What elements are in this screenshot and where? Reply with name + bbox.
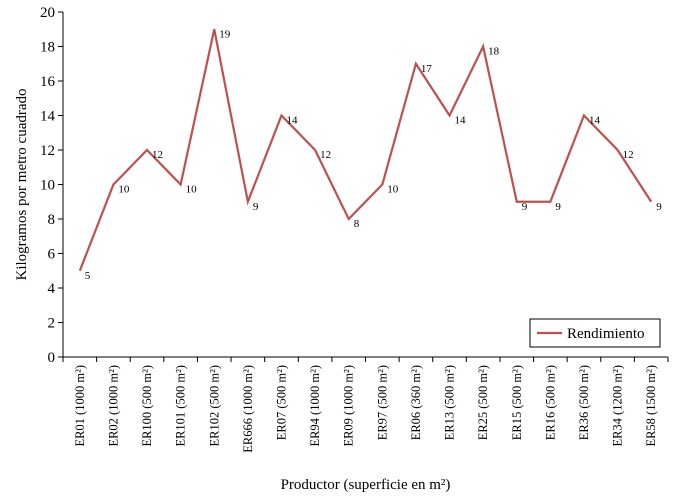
y-tick-label: 2 bbox=[48, 316, 56, 332]
x-tick-label: ER34 (1200 m²) bbox=[611, 365, 625, 447]
x-tick-label: ER06 (360 m²) bbox=[409, 365, 423, 440]
x-tick-label: ER15 (500 m²) bbox=[510, 365, 524, 440]
chart-axes bbox=[62, 12, 668, 358]
series-layer bbox=[78, 29, 653, 272]
x-tick-label: ER07 (500 m²) bbox=[274, 365, 288, 440]
x-tick-label: ER58 (1500 m²) bbox=[644, 365, 658, 447]
data-label: 8 bbox=[354, 218, 360, 230]
data-label: 19 bbox=[219, 28, 231, 40]
x-tick-label: ER97 (500 m²) bbox=[375, 365, 389, 440]
legend-label: Rendimiento bbox=[567, 326, 645, 342]
y-tick-label: 8 bbox=[48, 212, 56, 228]
y-tick-label: 20 bbox=[40, 5, 55, 21]
x-tick-label: ER02 (1000 m²) bbox=[106, 365, 120, 447]
x-tick-label: ER101 (500 m²) bbox=[174, 365, 188, 447]
data-label: 10 bbox=[186, 184, 198, 196]
y-tick-label: 18 bbox=[40, 40, 55, 56]
y-tick-label: 10 bbox=[40, 178, 55, 194]
chart-ticks: 0 2 4 6 8 10 12 14 16 18 20 ER01 (1000 m²) ER02 (100… bbox=[40, 5, 669, 453]
y-tick-label: 16 bbox=[40, 74, 56, 90]
data-labels-layer: 5 10 12 10 19 9 14 12 8 10 17 14 18 9 9 14 12 9 bbox=[85, 28, 662, 282]
x-tick-label: ER01 (1000 m²) bbox=[73, 365, 87, 447]
y-tick-label: 0 bbox=[48, 350, 56, 366]
x-axis-title: Productor (superficie en m²) bbox=[281, 477, 451, 493]
data-label: 9 bbox=[656, 201, 662, 213]
data-label: 17 bbox=[421, 63, 433, 75]
data-label: 10 bbox=[118, 184, 129, 196]
data-label: 5 bbox=[85, 270, 91, 282]
x-tick-label: ER102 (500 m²) bbox=[207, 365, 221, 447]
data-label: 9 bbox=[253, 201, 259, 213]
y-tick-label: 14 bbox=[40, 109, 56, 125]
y-tick-label: 4 bbox=[48, 281, 56, 297]
y-tick-label: 6 bbox=[48, 247, 56, 263]
x-tick-label: ER36 (500 m²) bbox=[577, 365, 591, 440]
data-label: 18 bbox=[488, 46, 500, 58]
data-label: 9 bbox=[555, 201, 561, 213]
x-tick-label: ER13 (500 m²) bbox=[443, 365, 457, 440]
x-tick-label: ER09 (1000 m²) bbox=[342, 365, 356, 447]
data-label: 14 bbox=[455, 115, 467, 127]
data-label: 14 bbox=[589, 115, 601, 127]
x-tick-label: ER94 (1000 m²) bbox=[308, 365, 322, 447]
x-tick-label: ER16 (500 m²) bbox=[543, 365, 557, 440]
y-tick-label: 12 bbox=[40, 143, 55, 159]
x-tick-label: ER25 (500 m²) bbox=[476, 365, 490, 440]
x-tick-label: ER100 (500 m²) bbox=[140, 365, 154, 447]
data-label: 12 bbox=[623, 149, 634, 161]
data-label: 9 bbox=[522, 201, 528, 213]
x-tick-label: ER666 (1000 m²) bbox=[241, 365, 255, 453]
data-label: 14 bbox=[286, 115, 298, 127]
legend: Rendimiento bbox=[529, 318, 661, 348]
data-label: 10 bbox=[387, 184, 399, 196]
y-axis-title: Kilogramos por metro cuadrado bbox=[14, 88, 30, 280]
data-label: 12 bbox=[152, 149, 163, 161]
series-line-rendimiento bbox=[78, 29, 653, 272]
data-label: 12 bbox=[320, 149, 331, 161]
